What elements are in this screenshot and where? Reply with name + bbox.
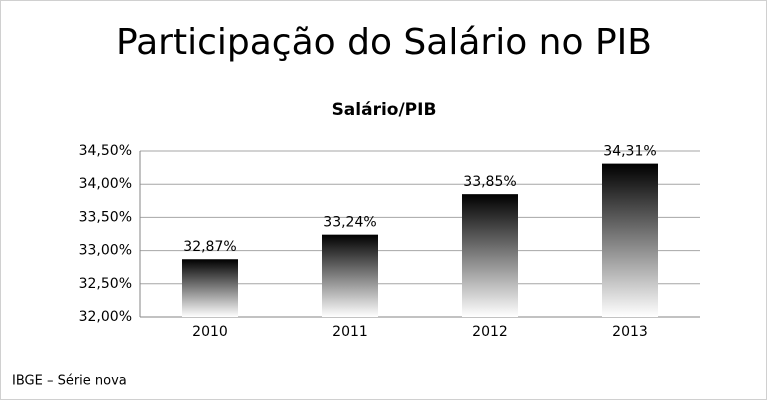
chart-subtitle: Salário/PIB xyxy=(332,100,437,120)
value-label: 33,85% xyxy=(463,174,516,190)
value-label: 34,31% xyxy=(603,144,656,160)
y-tick-label: 34,50% xyxy=(79,143,132,159)
value-label: 33,24% xyxy=(323,215,376,231)
y-tick-label: 32,00% xyxy=(79,309,132,325)
x-tick-label: 2013 xyxy=(612,324,648,340)
chart-title: Participação do Salário no PIB xyxy=(116,22,652,63)
y-tick-label: 34,00% xyxy=(79,176,132,192)
x-tick-label: 2011 xyxy=(332,324,368,340)
x-tick-label: 2010 xyxy=(192,324,228,340)
bar xyxy=(462,194,518,317)
y-tick-label: 33,00% xyxy=(79,243,132,259)
bar xyxy=(602,163,658,317)
value-label: 32,87% xyxy=(183,239,236,255)
bar xyxy=(182,259,238,317)
source-note: IBGE – Série nova xyxy=(12,374,127,389)
y-tick-label: 33,50% xyxy=(79,209,132,225)
bar xyxy=(322,234,378,317)
x-tick-label: 2012 xyxy=(472,324,508,340)
y-tick-label: 32,50% xyxy=(79,276,132,292)
